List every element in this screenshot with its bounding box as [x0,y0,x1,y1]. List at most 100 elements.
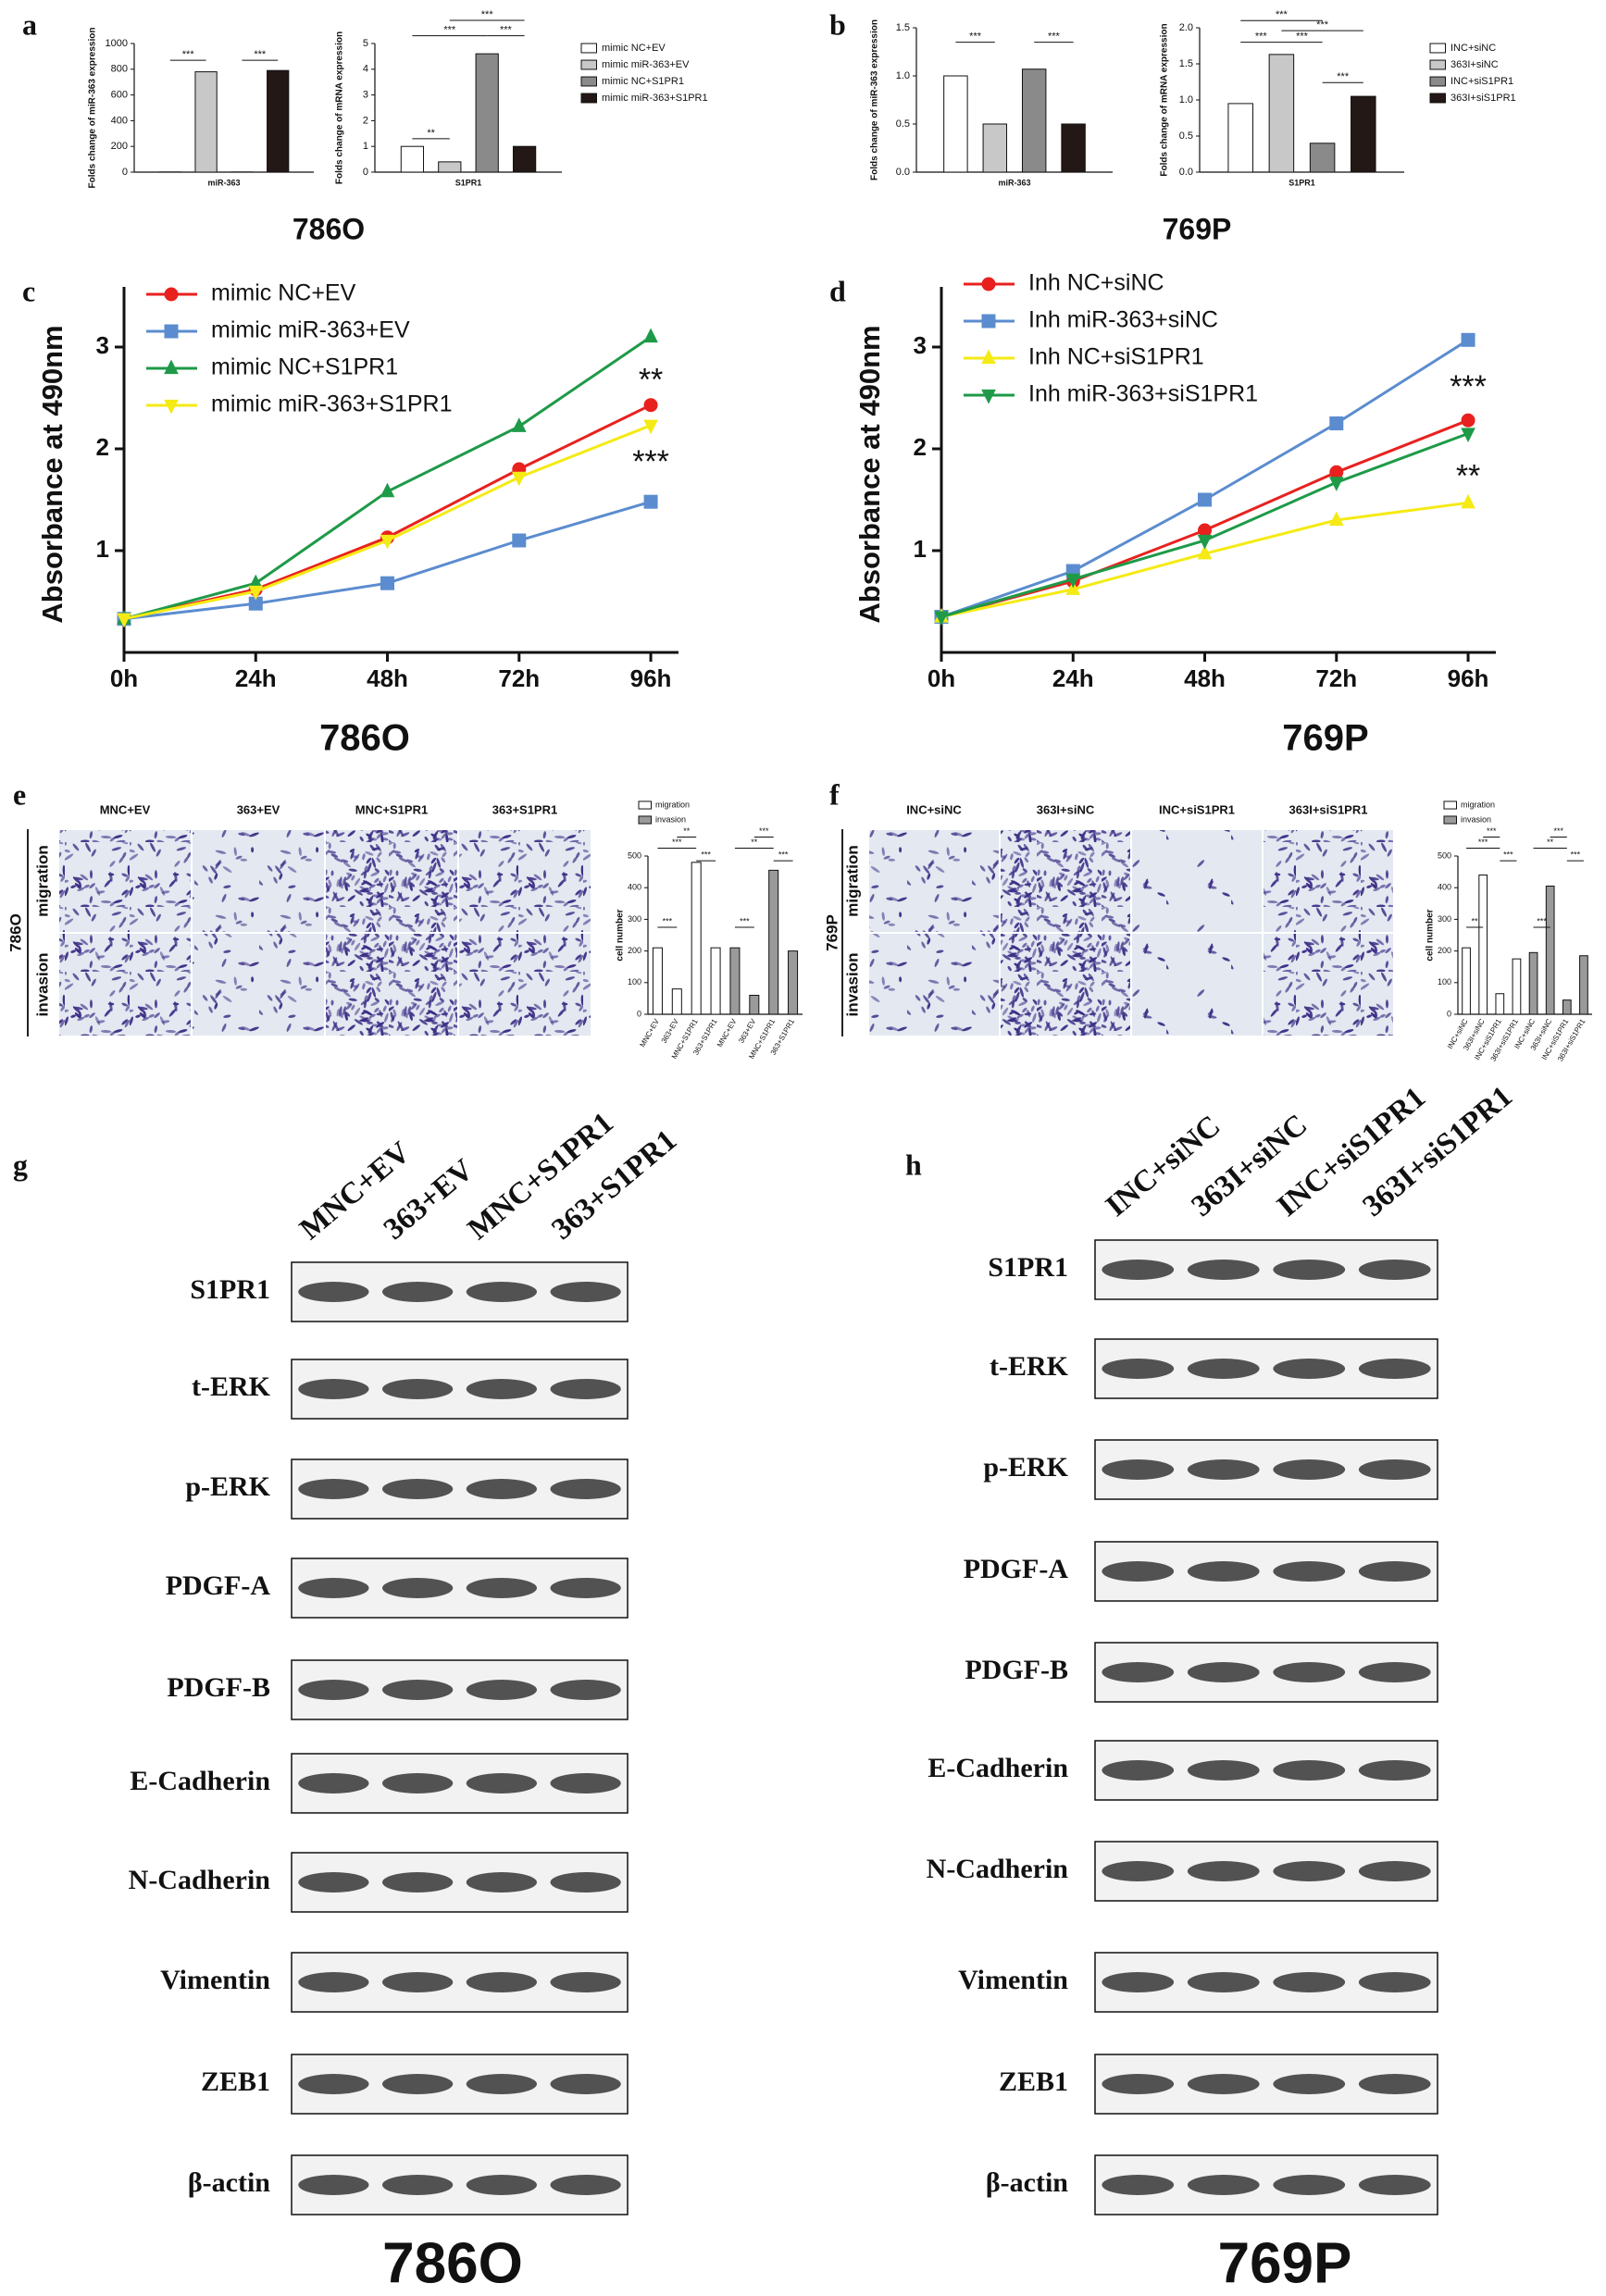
legend-label: mimic NC+EV [211,280,356,306]
point [1197,544,1213,560]
blot-label: PDGF-A [166,1570,271,1601]
legend-label: Inh miR-363+siNC [1028,307,1218,333]
lane-label: 363I+siS1PR1 [1357,1080,1519,1223]
sig-label: *** [1503,850,1513,860]
y-axis-label: Folds change of miR-363 expression [870,19,880,180]
band [1102,1561,1175,1582]
point [1197,534,1213,550]
y-tick-label: 200 [111,141,128,152]
sig-label: ** [1547,838,1554,847]
band [1102,1972,1175,1992]
bar [1562,999,1572,1015]
sig-label: *** [182,49,195,60]
panel-label: a [22,7,37,41]
blot-label: Vimentin [958,1965,1068,1995]
y-tick-label: 2.0 [1179,22,1193,33]
band [1358,1561,1431,1582]
point [1461,428,1475,443]
micrograph [869,830,999,932]
sig-label: *** [1537,916,1547,925]
bar [943,75,968,173]
x-tick-label: 24h [235,664,277,692]
band [1187,1972,1260,1992]
panel-label: b [829,7,846,41]
band [1187,1662,1260,1682]
sig-label: ** [751,838,758,847]
blot-label: ZEB1 [999,2066,1068,2097]
micrograph [193,934,324,1036]
x-tick-label: 48h [367,664,408,692]
panel-caption: 769P [1282,718,1368,759]
y-axis-label: cell number [1425,909,1436,961]
y-tick-label: 400 [111,115,128,126]
legend-label: mimic miR-363+S1PR1 [602,93,708,104]
micrograph [59,934,191,1036]
sig-label: *** [672,838,682,847]
band [466,1680,537,1700]
bar [1462,947,1471,1015]
y-tick-label: 1.0 [896,70,910,81]
y-tick-label: 200 [1438,946,1451,955]
x-tick-label: MNC+EV [638,1017,661,1049]
band [298,1282,369,1302]
band [1102,1760,1175,1781]
sig-label: *** [1553,826,1563,836]
band [1358,1359,1431,1379]
band [1187,2175,1260,2195]
band [550,1282,621,1302]
band [1187,1459,1260,1480]
micrograph [1264,830,1393,932]
micrograph [1264,934,1393,1036]
y-tick-label: 0.0 [896,167,910,178]
panel-label: d [829,274,846,307]
sig-label: *** [1316,19,1329,31]
point [164,399,179,415]
legend-swatch [1429,76,1446,87]
blot-label: E-Cadherin [130,1766,270,1796]
y-axis-label: Folds change of mRNA expression [1160,23,1170,176]
y-tick-label: 2 [363,115,368,126]
sig-label: *** [759,826,769,836]
band [1273,1459,1346,1480]
bar [1545,885,1555,1015]
point [981,349,996,365]
sig-label: ** [639,362,663,397]
micrograph [59,830,191,932]
blot-label: β-actin [188,2167,270,2198]
sig-label: ** [1456,458,1480,493]
band [550,2074,621,2094]
band [1187,2074,1260,2094]
legend-label: mimic NC+S1PR1 [211,354,398,380]
panel-label: f [829,777,840,811]
blot-label: t-ERK [990,1351,1069,1382]
panel-caption: 769P [1163,212,1232,245]
point [380,534,395,550]
sig-label: *** [740,916,750,925]
micrograph [459,934,591,1036]
y-tick-label: 0 [1447,1009,1451,1018]
row-label: invasion [843,953,861,1017]
sig-label: *** [443,25,456,36]
band [550,1773,621,1793]
legend-label: mimic miR-363+EV [602,59,690,70]
band [466,1379,537,1399]
y-tick-label: 2 [914,433,927,461]
blot-label: S1PR1 [988,1252,1068,1283]
bar [194,71,218,173]
band [298,1972,369,1992]
y-tick-label: 500 [1438,850,1451,860]
legend-label: invasion [1461,814,1491,824]
band [466,1872,537,1893]
legend-label: 363I+siS1PR1 [1450,93,1516,104]
bar [710,947,721,1015]
point [643,398,658,413]
band [382,2074,454,2094]
x-tick-label: 363+EV [660,1017,680,1045]
point [981,277,996,292]
legend-swatch [580,76,597,87]
y-tick-label: 1.5 [896,22,910,33]
legend-swatch [580,43,597,54]
point [1461,493,1475,509]
y-tick-label: 1.5 [1179,58,1193,69]
